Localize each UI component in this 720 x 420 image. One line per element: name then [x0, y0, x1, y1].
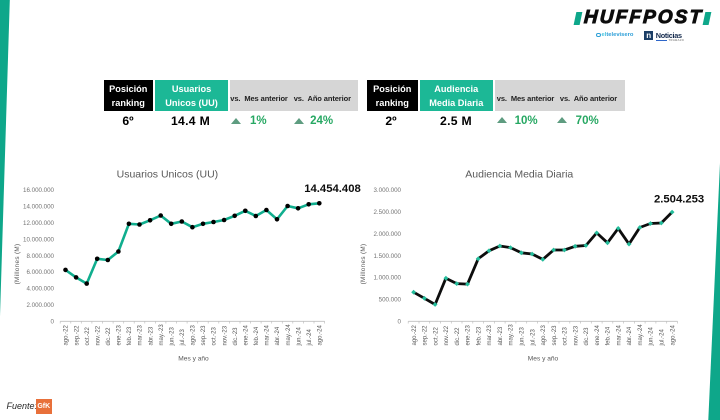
svg-text:3.000.000: 3.000.000 [373, 187, 401, 194]
svg-text:(Millones (M): (Millones (M) [14, 244, 21, 285]
svg-text:sep.-23: sep.-23 [552, 325, 558, 346]
svg-text:jul.-23: jul.-23 [530, 328, 536, 346]
svg-text:ago.-24: ago.-24 [318, 324, 324, 345]
svg-text:nov.-22: nov.-22 [95, 325, 101, 345]
svg-text:ago.-23: ago.-23 [541, 324, 547, 345]
svg-text:abr.-24: abr.-24 [627, 326, 633, 345]
svg-text:10.000.000: 10.000.000 [23, 236, 55, 243]
svg-text:ene.-24: ene.-24 [595, 324, 601, 345]
svg-text:abr.-23: abr.-23 [498, 326, 504, 345]
svg-text:0: 0 [51, 319, 55, 326]
svg-text:nov.-22: nov.-22 [444, 325, 450, 345]
svg-text:jul.-23: jul.-23 [180, 328, 186, 346]
svg-text:ago.-22: ago.-22 [64, 324, 70, 345]
svg-text:mar.-24: mar.-24 [265, 324, 271, 345]
svg-text:14.000.000: 14.000.000 [23, 204, 55, 211]
svg-text:feb.-24: feb.-24 [254, 326, 260, 345]
svg-text:nov.-23: nov.-23 [222, 325, 228, 345]
svg-text:mar.-23: mar.-23 [138, 324, 144, 345]
svg-text:4.000.000: 4.000.000 [26, 286, 54, 293]
svg-text:oct.-22: oct.-22 [433, 326, 439, 345]
svg-text:abr.-23: abr.-23 [148, 326, 154, 345]
svg-text:8.000.000: 8.000.000 [26, 253, 54, 260]
svg-text:may.-24: may.-24 [638, 324, 644, 346]
svg-text:mar.-23: mar.-23 [487, 324, 493, 345]
svg-text:oct.-23: oct.-23 [563, 326, 569, 345]
svg-text:Mes y año: Mes y año [528, 356, 559, 363]
svg-text:nov.-23: nov.-23 [573, 325, 579, 345]
svg-text:2.000.000: 2.000.000 [373, 231, 401, 238]
svg-text:ago.-23: ago.-23 [191, 324, 197, 345]
svg-text:dic.-22: dic.-22 [455, 327, 461, 346]
svg-text:0: 0 [398, 319, 402, 326]
svg-text:dic.-23: dic.-23 [233, 327, 239, 346]
svg-text:sep.-22: sep.-22 [74, 325, 80, 346]
svg-text:ene.-23: ene.-23 [466, 324, 472, 345]
svg-text:may.-24: may.-24 [286, 324, 292, 346]
svg-text:Audiencia Media Diaria: Audiencia Media Diaria [465, 169, 573, 181]
svg-text:2.504.253: 2.504.253 [654, 194, 704, 206]
svg-text:ago.-24: ago.-24 [670, 324, 676, 345]
svg-text:ene.-24: ene.-24 [244, 324, 250, 345]
svg-text:1.000.000: 1.000.000 [373, 275, 401, 282]
svg-text:Mes y año: Mes y año [178, 356, 209, 363]
svg-text:jun.-23: jun.-23 [169, 326, 175, 346]
svg-text:feb.-24: feb.-24 [606, 326, 612, 345]
svg-text:12.000.000: 12.000.000 [23, 220, 55, 227]
svg-text:sep.-23: sep.-23 [201, 325, 207, 346]
svg-text:jul.-24: jul.-24 [307, 328, 313, 346]
svg-text:Usuarios Unicos (UU): Usuarios Unicos (UU) [117, 169, 219, 181]
svg-text:mar.-24: mar.-24 [616, 324, 622, 345]
svg-text:abr.-24: abr.-24 [275, 326, 281, 345]
svg-text:ago.-22: ago.-22 [412, 324, 418, 345]
svg-text:2.500.000: 2.500.000 [373, 209, 401, 216]
svg-text:16.000.000: 16.000.000 [23, 187, 55, 194]
svg-text:6.000.000: 6.000.000 [26, 269, 54, 276]
svg-text:1.500.000: 1.500.000 [373, 253, 401, 260]
svg-text:ene.-23: ene.-23 [117, 324, 123, 345]
svg-text:(Millones (M): (Millones (M) [360, 244, 367, 285]
svg-text:jun.-24: jun.-24 [649, 326, 655, 346]
svg-text:oct.-23: oct.-23 [212, 326, 218, 345]
svg-text:jun.-24: jun.-24 [296, 326, 302, 346]
svg-text:14.454.408: 14.454.408 [304, 183, 361, 195]
svg-text:500.000: 500.000 [379, 297, 402, 304]
svg-text:feb.-23: feb.-23 [476, 326, 482, 345]
svg-text:2.000.000: 2.000.000 [26, 302, 54, 309]
svg-text:may.-23: may.-23 [509, 324, 515, 346]
svg-text:may.-23: may.-23 [159, 324, 165, 346]
svg-text:feb.-23: feb.-23 [127, 326, 133, 345]
svg-text:dic.-22: dic.-22 [106, 327, 112, 346]
svg-text:jun.-23: jun.-23 [520, 326, 526, 346]
svg-text:jul.-24: jul.-24 [660, 328, 666, 346]
svg-text:oct.-22: oct.-22 [85, 326, 91, 345]
svg-text:sep.-22: sep.-22 [423, 325, 429, 346]
svg-text:dic.-23: dic.-23 [584, 327, 590, 346]
